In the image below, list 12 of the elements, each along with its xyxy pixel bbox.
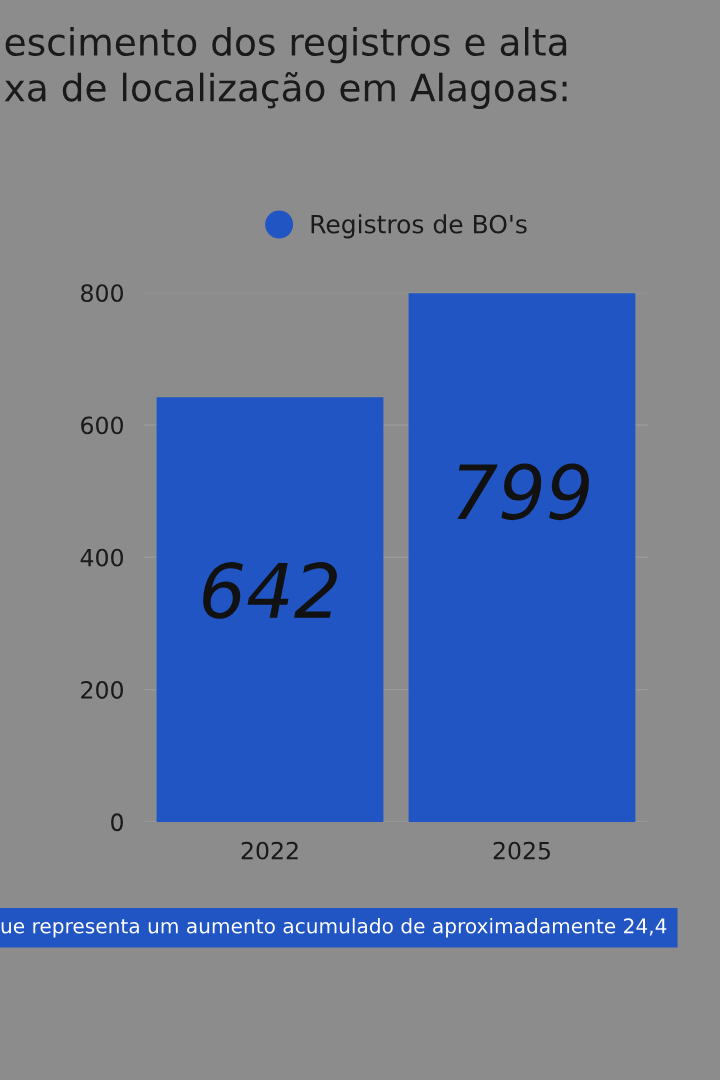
y-tick-label: 400: [80, 548, 123, 567]
x-tick-label: 2022: [241, 841, 298, 860]
y-tick-label: 0: [111, 813, 123, 832]
legend-label: Registros de BO's: [311, 214, 527, 239]
x-tick-label: 2025: [493, 841, 550, 860]
data-label: 642: [203, 562, 337, 619]
y-tick-label: 600: [81, 416, 123, 435]
chart-title: escimento dos registros e alta xa de localização em Alagoas:: [4, 27, 567, 109]
text: ue representa um aumento acumulado de aproximadamente 24,4: [1, 917, 667, 938]
y-tick-label: 200: [81, 681, 123, 699]
y-tick-label: 800: [81, 284, 123, 302]
data-label: 799: [457, 463, 589, 521]
